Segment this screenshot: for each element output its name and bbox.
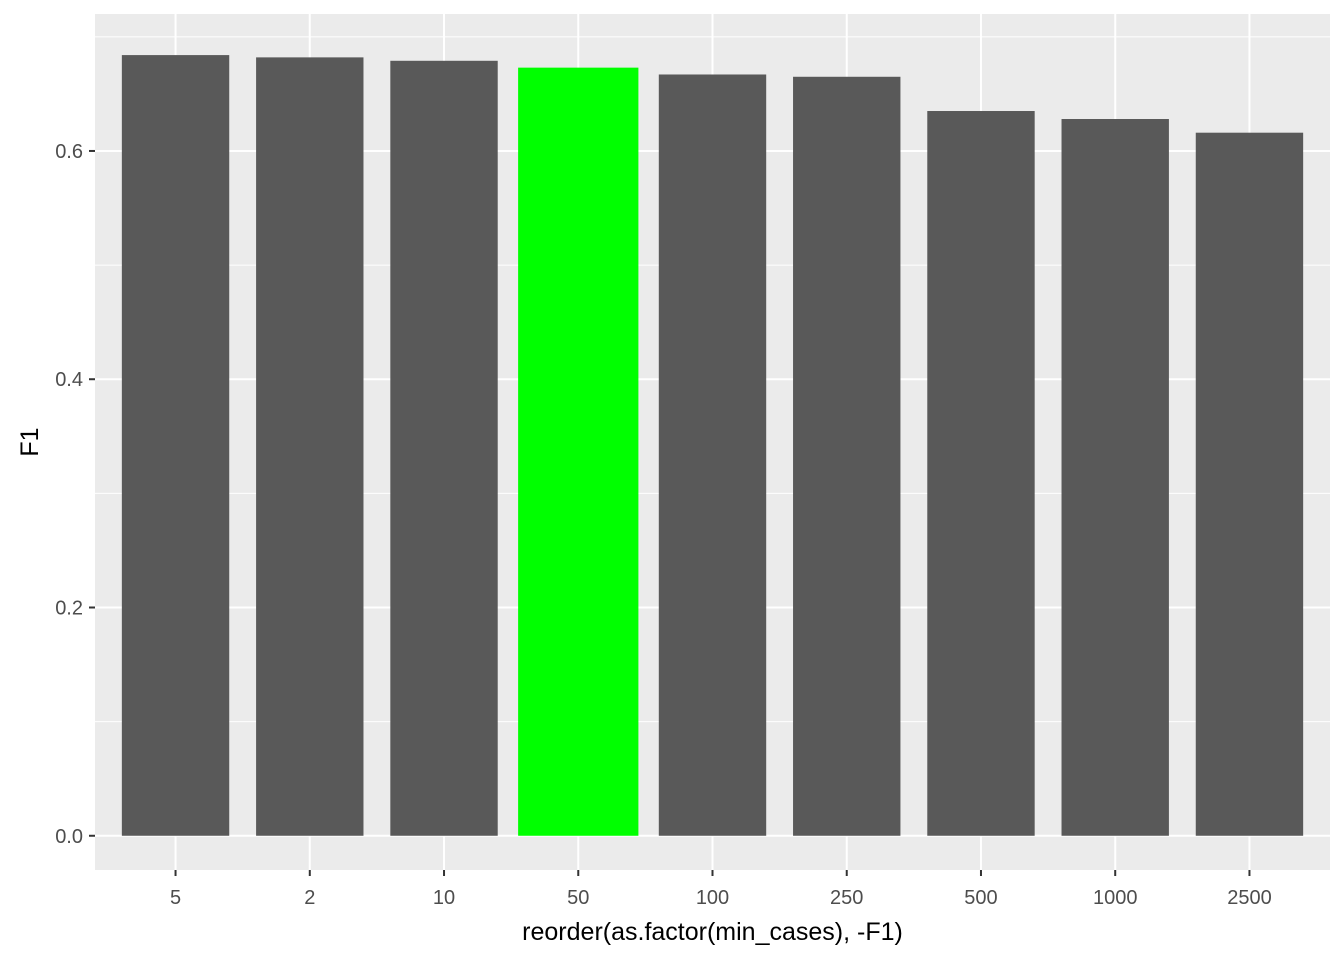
bar — [256, 57, 364, 836]
x-tick-label: 50 — [567, 887, 589, 909]
x-tick-label: 250 — [830, 887, 863, 909]
x-tick-label: 100 — [696, 887, 729, 909]
y-tick-label: 0.2 — [55, 597, 83, 619]
bar — [1195, 132, 1304, 836]
x-tick-label: 1000 — [1093, 887, 1138, 909]
bar — [927, 111, 1035, 836]
x-axis-title: reorder(as.factor(min_cases), -F1) — [522, 918, 903, 946]
y-axis-title: F1 — [16, 427, 44, 456]
bar — [390, 60, 498, 836]
bar — [793, 76, 901, 836]
bars — [121, 55, 1304, 836]
y-tick-label: 0.4 — [55, 369, 83, 391]
x-axis: 5 2 10 50 100 250 500 1000 2500 — [170, 870, 1272, 909]
y-tick-label: 0.6 — [55, 141, 83, 163]
bar — [658, 74, 767, 836]
bar — [121, 55, 230, 836]
x-tick-label: 5 — [170, 887, 181, 909]
x-tick-label: 500 — [964, 887, 997, 909]
x-tick-label: 2 — [304, 887, 315, 909]
x-tick-label: 2500 — [1227, 887, 1272, 909]
y-axis: 0.0 0.2 0.4 0.6 — [55, 141, 95, 848]
x-tick-label: 10 — [433, 887, 455, 909]
y-tick-label: 0.0 — [55, 826, 83, 848]
bar — [1061, 119, 1169, 836]
bar-highlighted — [518, 67, 639, 836]
